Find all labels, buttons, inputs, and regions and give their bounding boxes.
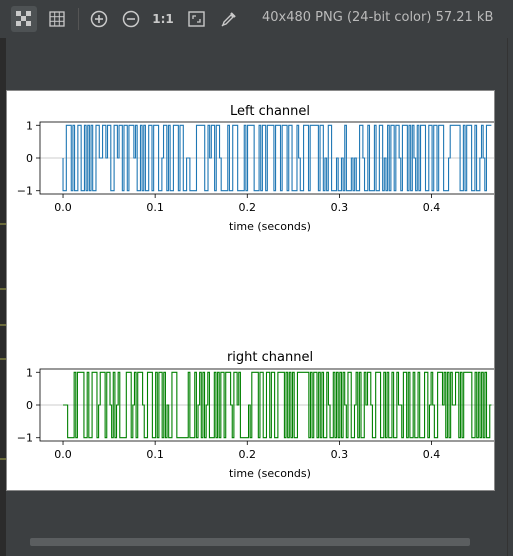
x-tick-label: 0.1 xyxy=(146,448,164,461)
horizontal-scrollbar[interactable] xyxy=(30,538,470,546)
gutter-marker xyxy=(0,358,6,360)
y-tick-label: −1 xyxy=(17,432,33,445)
image-canvas[interactable]: Left channel time (seconds) 1 0 −1 0.0 0.1 0.… xyxy=(6,90,495,491)
zoom-out-icon xyxy=(122,10,140,28)
y-tick-label: −1 xyxy=(17,185,33,198)
x-tick-label: 0.3 xyxy=(331,448,349,461)
image-info-label: 40x480 PNG (24-bit color) 57.21 kB xyxy=(262,10,494,25)
waveform-path xyxy=(62,124,492,192)
right-channel-plot: right channel time (seconds) 1 0 −1 0.0 0.1 0… xyxy=(17,350,494,480)
zoom-out-button[interactable] xyxy=(118,6,144,32)
grid-toggle-button[interactable] xyxy=(44,6,70,32)
chessboard-icon xyxy=(16,11,31,26)
x-tick-label: 0.2 xyxy=(239,201,257,214)
x-tick-label: 0.4 xyxy=(423,448,441,461)
zoom-in-icon xyxy=(90,10,108,28)
right-divider xyxy=(507,38,508,556)
toolbar-separator xyxy=(78,8,79,30)
actual-size-icon: 1:1 xyxy=(152,12,174,26)
plot-frame xyxy=(39,121,494,195)
x-tick-label: 0.1 xyxy=(146,201,164,214)
left-channel-plot: Left channel time (seconds) 1 0 −1 0.0 0.1 0.… xyxy=(17,104,494,233)
grid-icon xyxy=(49,11,65,27)
gutter-marker xyxy=(0,288,6,290)
chessboard-toggle-button[interactable] xyxy=(11,6,37,32)
zoom-in-button[interactable] xyxy=(86,6,112,32)
image-viewer-toolbar: 1:1 40x480 PNG (24-bit color) 57.21 kB xyxy=(0,0,513,38)
x-tick-label: 0.2 xyxy=(239,448,257,461)
y-tick-label: 1 xyxy=(26,119,33,132)
y-tick-label: 0 xyxy=(26,152,33,165)
chart-title: right channel xyxy=(227,350,313,365)
x-tick-label: 0.3 xyxy=(331,201,349,214)
y-tick-label: 0 xyxy=(26,399,33,412)
gutter-marker xyxy=(0,458,6,460)
fit-to-window-button[interactable] xyxy=(183,6,209,32)
waveform-figure: Left channel time (seconds) 1 0 −1 0.0 0.1 0.… xyxy=(17,104,494,480)
x-axis-label: time (seconds) xyxy=(229,467,311,480)
gutter-marker xyxy=(0,223,6,225)
x-tick-label: 0.4 xyxy=(423,201,441,214)
series-line xyxy=(63,371,492,439)
chart-title: Left channel xyxy=(230,104,310,119)
x-axis-label: time (seconds) xyxy=(229,220,311,233)
y-tick-label: 1 xyxy=(26,366,33,379)
color-picker-icon xyxy=(221,12,236,27)
actual-size-button[interactable]: 1:1 xyxy=(150,6,176,32)
left-gutter xyxy=(0,38,6,556)
color-picker-button[interactable] xyxy=(216,6,242,32)
plot-frame xyxy=(39,368,494,442)
gutter-marker xyxy=(0,324,6,326)
waveform-path xyxy=(63,371,492,439)
fit-to-window-icon xyxy=(187,11,205,27)
series-line xyxy=(62,124,492,192)
x-tick-label: 0.0 xyxy=(54,201,72,214)
x-tick-label: 0.0 xyxy=(54,448,72,461)
